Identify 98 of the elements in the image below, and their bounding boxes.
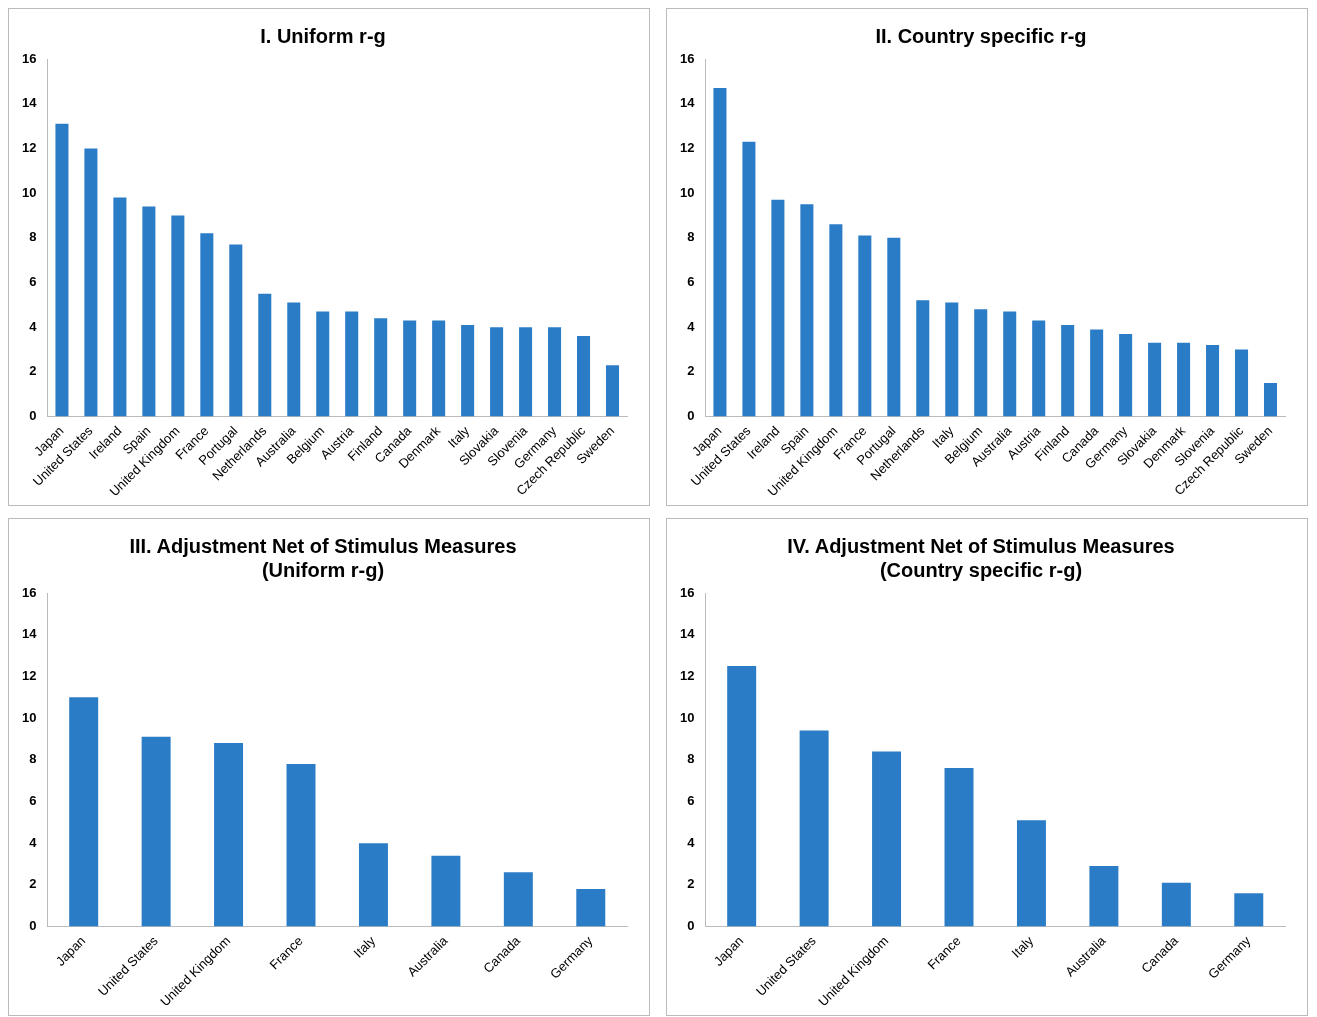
bar [316, 311, 330, 417]
y-tick-label: 16 [679, 584, 695, 600]
bar [490, 327, 504, 417]
bar [945, 302, 959, 417]
bar [829, 224, 843, 417]
bar [229, 244, 243, 417]
y-tick-label: 6 [687, 274, 695, 290]
chart-title: III. Adjustment Net of Stimulus Measures (Uniform r-g) [129, 534, 517, 581]
bar [1234, 893, 1264, 927]
y-tick-label: 0 [29, 408, 37, 424]
y-tick-label: 14 [21, 95, 38, 111]
bar [69, 697, 99, 927]
y-tick-label: 2 [29, 363, 37, 379]
y-tick-label: 10 [679, 184, 695, 200]
bar [403, 320, 417, 417]
y-tick-label: 0 [29, 918, 37, 934]
bar [171, 215, 185, 417]
y-tick-label: 12 [21, 667, 37, 683]
bar [1032, 320, 1046, 417]
y-tick-label: 0 [687, 918, 695, 934]
bar [727, 665, 757, 927]
bar [1161, 882, 1191, 927]
y-tick-label: 4 [687, 834, 696, 850]
bar [503, 872, 533, 927]
bar [374, 318, 388, 417]
bar [944, 768, 974, 927]
bar [771, 199, 785, 417]
bar [1089, 866, 1119, 927]
y-tick-label: 2 [29, 876, 37, 892]
y-tick-label: 8 [687, 751, 695, 767]
bar [1090, 329, 1104, 417]
bar [142, 206, 156, 417]
chart-title: I. Uniform r-g [260, 24, 386, 47]
y-tick-label: 8 [29, 751, 37, 767]
y-tick-label: 16 [21, 50, 37, 66]
y-tick-label: 2 [687, 363, 695, 379]
bar [358, 843, 388, 927]
y-tick-label: 8 [687, 229, 695, 245]
y-tick-label: 0 [687, 408, 695, 424]
bar [548, 327, 562, 417]
bar [84, 148, 98, 417]
bar [1177, 342, 1191, 417]
y-tick-label: 4 [687, 318, 696, 334]
x-tick-label: Italy [350, 932, 379, 961]
bar [461, 324, 475, 417]
bar [576, 889, 606, 927]
bar [1119, 333, 1133, 417]
bar [799, 730, 829, 927]
bar [258, 293, 272, 417]
bar [605, 365, 620, 417]
y-tick-label: 10 [21, 709, 37, 725]
bar [1003, 311, 1017, 417]
bar [519, 327, 533, 417]
bar [872, 751, 902, 927]
bar [858, 235, 872, 417]
y-tick-label: 10 [21, 184, 37, 200]
y-tick-label: 2 [687, 876, 695, 892]
y-tick-label: 16 [679, 50, 695, 66]
bar [577, 336, 591, 417]
bar [1148, 342, 1162, 417]
y-tick-label: 12 [679, 139, 695, 155]
bar [713, 88, 727, 417]
x-tick-label: Italy [1008, 932, 1037, 961]
bar [55, 123, 69, 417]
bar [1235, 349, 1249, 417]
bar [113, 197, 127, 417]
y-tick-label: 8 [29, 229, 37, 245]
bar [1206, 345, 1220, 417]
y-tick-label: 12 [679, 667, 695, 683]
bar [287, 302, 301, 417]
bar [800, 204, 814, 417]
bar [200, 233, 214, 417]
y-tick-label: 14 [21, 626, 38, 642]
bar [431, 855, 461, 927]
bar [887, 237, 901, 417]
chart-title: IV. Adjustment Net of Stimulus Measures (Country specific r-g) [787, 534, 1175, 581]
bar [345, 311, 359, 417]
chart-title: II. Country specific r-g [875, 24, 1087, 47]
y-tick-label: 6 [29, 793, 37, 809]
bar [916, 300, 930, 417]
bar [974, 309, 988, 417]
bar [432, 320, 446, 417]
y-tick-label: 6 [29, 274, 37, 290]
y-tick-label: 14 [679, 95, 696, 111]
y-tick-label: 16 [21, 584, 37, 600]
y-tick-label: 14 [679, 626, 696, 642]
y-tick-label: 6 [687, 793, 695, 809]
bar [214, 743, 244, 927]
y-tick-label: 12 [21, 139, 37, 155]
bar [286, 763, 316, 927]
y-tick-label: 4 [29, 834, 38, 850]
y-tick-label: 10 [679, 709, 695, 725]
bar [1016, 820, 1046, 927]
bar [1061, 324, 1075, 417]
bar [742, 141, 756, 417]
y-tick-label: 4 [29, 318, 38, 334]
bar [1263, 383, 1278, 417]
bar [141, 736, 171, 927]
